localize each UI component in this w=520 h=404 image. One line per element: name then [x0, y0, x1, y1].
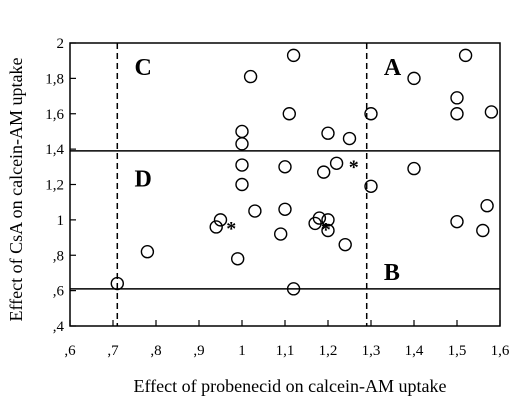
data-point	[235, 177, 249, 192]
data-points	[110, 48, 499, 296]
data-point	[235, 124, 249, 139]
data-point	[209, 220, 223, 234]
x-tick-label: 1,5	[448, 343, 467, 359]
y-axis-label: Effect of CsA on calcein-AM uptake	[6, 57, 26, 321]
data-point	[235, 137, 249, 151]
data-point	[248, 204, 262, 218]
y-tick-label: ,6	[53, 284, 65, 300]
data-point	[317, 165, 331, 179]
data-point	[243, 69, 258, 84]
data-point	[407, 161, 421, 176]
x-tick-label: 1	[238, 343, 246, 359]
data-point	[450, 91, 464, 105]
y-tick-label: 1,6	[45, 107, 64, 123]
asterisk-mark: *	[226, 218, 236, 240]
axes-group	[69, 42, 501, 327]
region-label-c: C	[135, 55, 152, 81]
data-point	[235, 158, 249, 172]
y-tick-label: ,4	[53, 319, 65, 335]
data-point	[476, 223, 490, 238]
data-point	[458, 48, 473, 63]
data-point	[110, 276, 125, 291]
region-label-d: D	[135, 166, 152, 192]
data-point	[484, 105, 499, 119]
data-point	[321, 126, 335, 140]
data-point	[286, 282, 301, 296]
data-point	[282, 107, 296, 121]
data-point	[450, 214, 464, 229]
data-point	[140, 245, 155, 259]
y-tick-label: 1,8	[45, 71, 64, 87]
data-point	[450, 107, 464, 121]
data-point	[329, 156, 344, 170]
data-point	[364, 179, 378, 193]
x-tick-label: ,7	[107, 343, 119, 359]
y-tick-label: ,8	[53, 248, 64, 264]
x-tick-label: 1,6	[491, 343, 510, 359]
x-tick-label: ,9	[193, 343, 204, 359]
x-axis-label: Effect of probenecid on calcein-AM uptak…	[133, 376, 446, 396]
y-tick-label: 2	[57, 36, 65, 52]
x-tick-labels: ,6 ,7 ,8 ,9 1 1,1 1,2 1,3 1,4 1,5 1,6	[64, 343, 510, 359]
data-point	[338, 237, 352, 252]
x-tick-label: 1,1	[276, 343, 295, 359]
data-point	[312, 211, 327, 225]
x-tick-label: 1,3	[362, 343, 381, 359]
reference-lines	[70, 43, 500, 326]
asterisk-mark: *	[321, 219, 331, 241]
data-point	[274, 227, 288, 241]
x-tick-label: 1,4	[405, 343, 424, 359]
data-point	[480, 199, 494, 213]
y-tick-labels: ,4 ,6 ,8 1 1,2 1,4 1,6 1,8 2	[45, 36, 64, 335]
data-point	[230, 252, 245, 266]
y-tick-label: 1,2	[45, 178, 64, 194]
data-point	[213, 213, 228, 227]
x-tick-label: ,8	[150, 343, 161, 359]
x-tick-label: 1,2	[319, 343, 338, 359]
x-tick-label: ,6	[64, 343, 76, 359]
data-point	[342, 131, 357, 146]
y-tick-label: 1	[57, 213, 65, 229]
data-point	[278, 202, 292, 216]
data-point	[278, 160, 292, 174]
asterisk-marks: * * *	[226, 156, 359, 241]
region-label-b: B	[384, 260, 400, 286]
region-labels: A B C D	[135, 55, 402, 286]
asterisk-mark: *	[349, 156, 359, 178]
region-label-a: A	[384, 55, 402, 81]
data-point	[286, 48, 301, 63]
data-point	[321, 223, 335, 238]
data-point	[364, 107, 378, 121]
y-tick-label: 1,4	[45, 142, 64, 158]
data-point	[321, 213, 335, 227]
data-point	[407, 71, 421, 86]
